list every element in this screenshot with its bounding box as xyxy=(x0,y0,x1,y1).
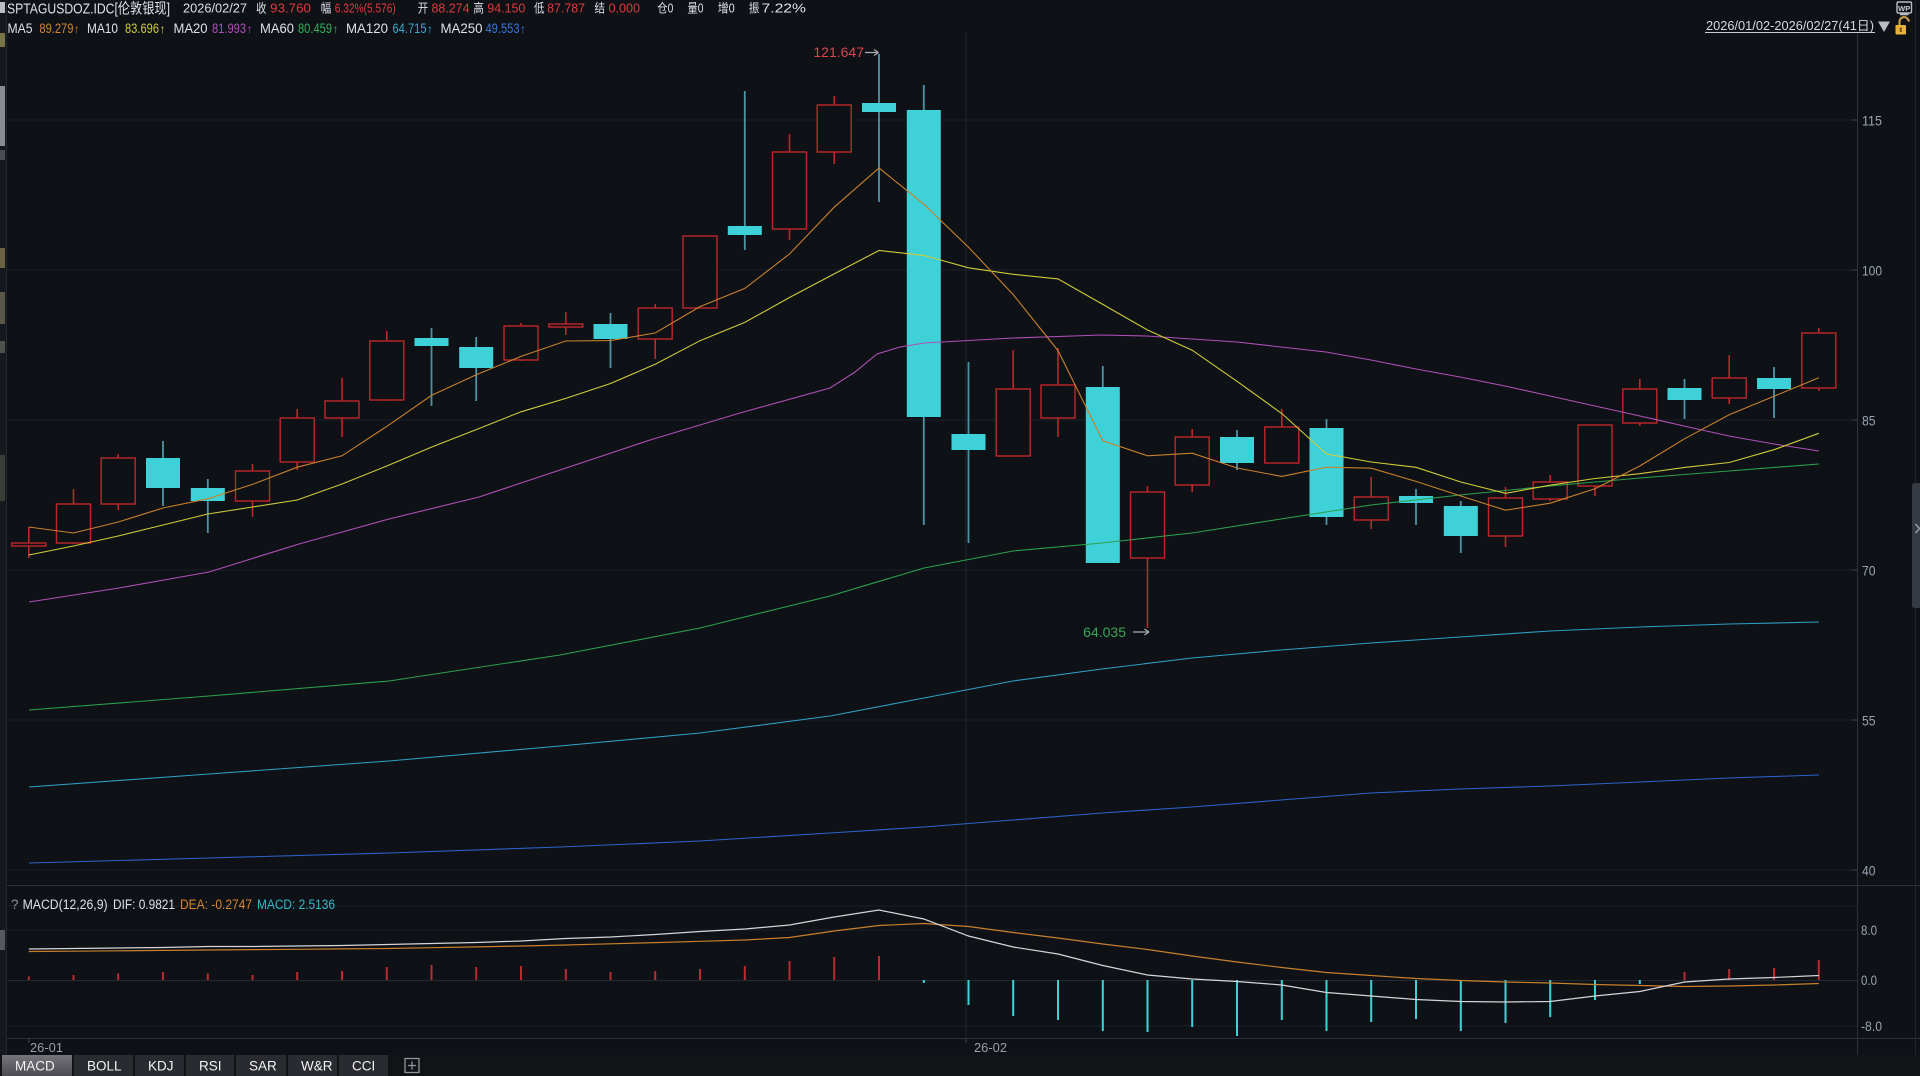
svg-text:40: 40 xyxy=(1862,863,1876,879)
svg-text:WP: WP xyxy=(1898,4,1910,13)
svg-text:低: 低 xyxy=(534,2,545,16)
svg-text:KDJ: KDJ xyxy=(148,1059,174,1074)
svg-text:结: 结 xyxy=(595,2,606,16)
svg-text:振: 振 xyxy=(749,2,760,16)
svg-text:89.279: 89.279 xyxy=(39,21,73,36)
svg-text:RSI: RSI xyxy=(199,1059,222,1074)
svg-text:26-01: 26-01 xyxy=(30,1040,63,1055)
svg-text:-8.0: -8.0 xyxy=(1861,1019,1882,1034)
svg-text:↑: ↑ xyxy=(160,22,166,36)
svg-text:W&R: W&R xyxy=(301,1059,333,1074)
svg-text:DIF: 0.9821: DIF: 0.9821 xyxy=(113,897,175,912)
svg-text:7.22%: 7.22% xyxy=(762,1,807,16)
svg-text:121.647: 121.647 xyxy=(813,44,864,60)
svg-text:88.274: 88.274 xyxy=(432,1,470,16)
svg-text:MA20: MA20 xyxy=(174,21,208,36)
svg-text:100: 100 xyxy=(1862,263,1882,279)
svg-text:MACD(12,26,9): MACD(12,26,9) xyxy=(23,897,108,912)
svg-text:0.0: 0.0 xyxy=(1861,973,1877,988)
svg-text:MA60: MA60 xyxy=(260,21,294,36)
svg-text:94.150: 94.150 xyxy=(487,1,525,16)
svg-text:↑: ↑ xyxy=(427,22,433,36)
svg-text:↑: ↑ xyxy=(333,22,339,36)
svg-text:收: 收 xyxy=(256,2,267,16)
svg-text:93.760: 93.760 xyxy=(270,1,311,16)
svg-text:MA5: MA5 xyxy=(8,21,33,36)
svg-text:MACD: 2.5136: MACD: 2.5136 xyxy=(257,897,335,912)
svg-text:115: 115 xyxy=(1862,113,1882,129)
svg-text:64.035: 64.035 xyxy=(1083,624,1126,640)
svg-text:6.32%(5.576): 6.32%(5.576) xyxy=(335,1,396,16)
svg-text:DEA: -0.2747: DEA: -0.2747 xyxy=(180,897,252,912)
svg-text:MA120: MA120 xyxy=(346,21,388,36)
svg-text:2026/02/27: 2026/02/27 xyxy=(183,2,247,16)
svg-text:81.993: 81.993 xyxy=(212,21,246,36)
svg-text:↑: ↑ xyxy=(520,22,526,36)
svg-text:SPTAGUSDOZ.IDC[伦敦银现]: SPTAGUSDOZ.IDC[伦敦银现] xyxy=(7,1,170,18)
svg-text:MA250: MA250 xyxy=(441,21,483,36)
svg-text:49.553: 49.553 xyxy=(486,21,520,36)
svg-text:55: 55 xyxy=(1862,713,1876,729)
svg-text:70: 70 xyxy=(1862,563,1876,579)
svg-text:增0: 增0 xyxy=(718,1,735,16)
svg-text:BOLL: BOLL xyxy=(87,1059,122,1074)
svg-text:80.459: 80.459 xyxy=(298,21,332,36)
svg-text:↑: ↑ xyxy=(247,22,253,36)
svg-text:2026/01/02-2026/02/27(41日): 2026/01/02-2026/02/27(41日) xyxy=(1706,19,1874,33)
svg-text:8.0: 8.0 xyxy=(1861,923,1877,938)
svg-text:83.696: 83.696 xyxy=(125,21,159,36)
svg-text:高: 高 xyxy=(473,1,484,16)
svg-text:SAR: SAR xyxy=(249,1059,277,1074)
svg-text:85: 85 xyxy=(1862,413,1876,429)
svg-text:↑: ↑ xyxy=(74,22,80,36)
svg-text:量0: 量0 xyxy=(688,2,704,16)
svg-text:87.787: 87.787 xyxy=(547,1,585,16)
svg-text:开: 开 xyxy=(418,2,429,16)
svg-text:MACD: MACD xyxy=(15,1059,55,1074)
svg-text:0.000: 0.000 xyxy=(609,1,641,16)
svg-text:CCI: CCI xyxy=(352,1059,375,1074)
svg-text:64.715: 64.715 xyxy=(393,21,427,36)
svg-text:MA10: MA10 xyxy=(87,21,118,36)
svg-text:幅: 幅 xyxy=(321,1,332,16)
svg-text:仓0: 仓0 xyxy=(657,2,673,16)
svg-text:?: ? xyxy=(11,897,19,912)
svg-text:26-02: 26-02 xyxy=(974,1040,1007,1055)
